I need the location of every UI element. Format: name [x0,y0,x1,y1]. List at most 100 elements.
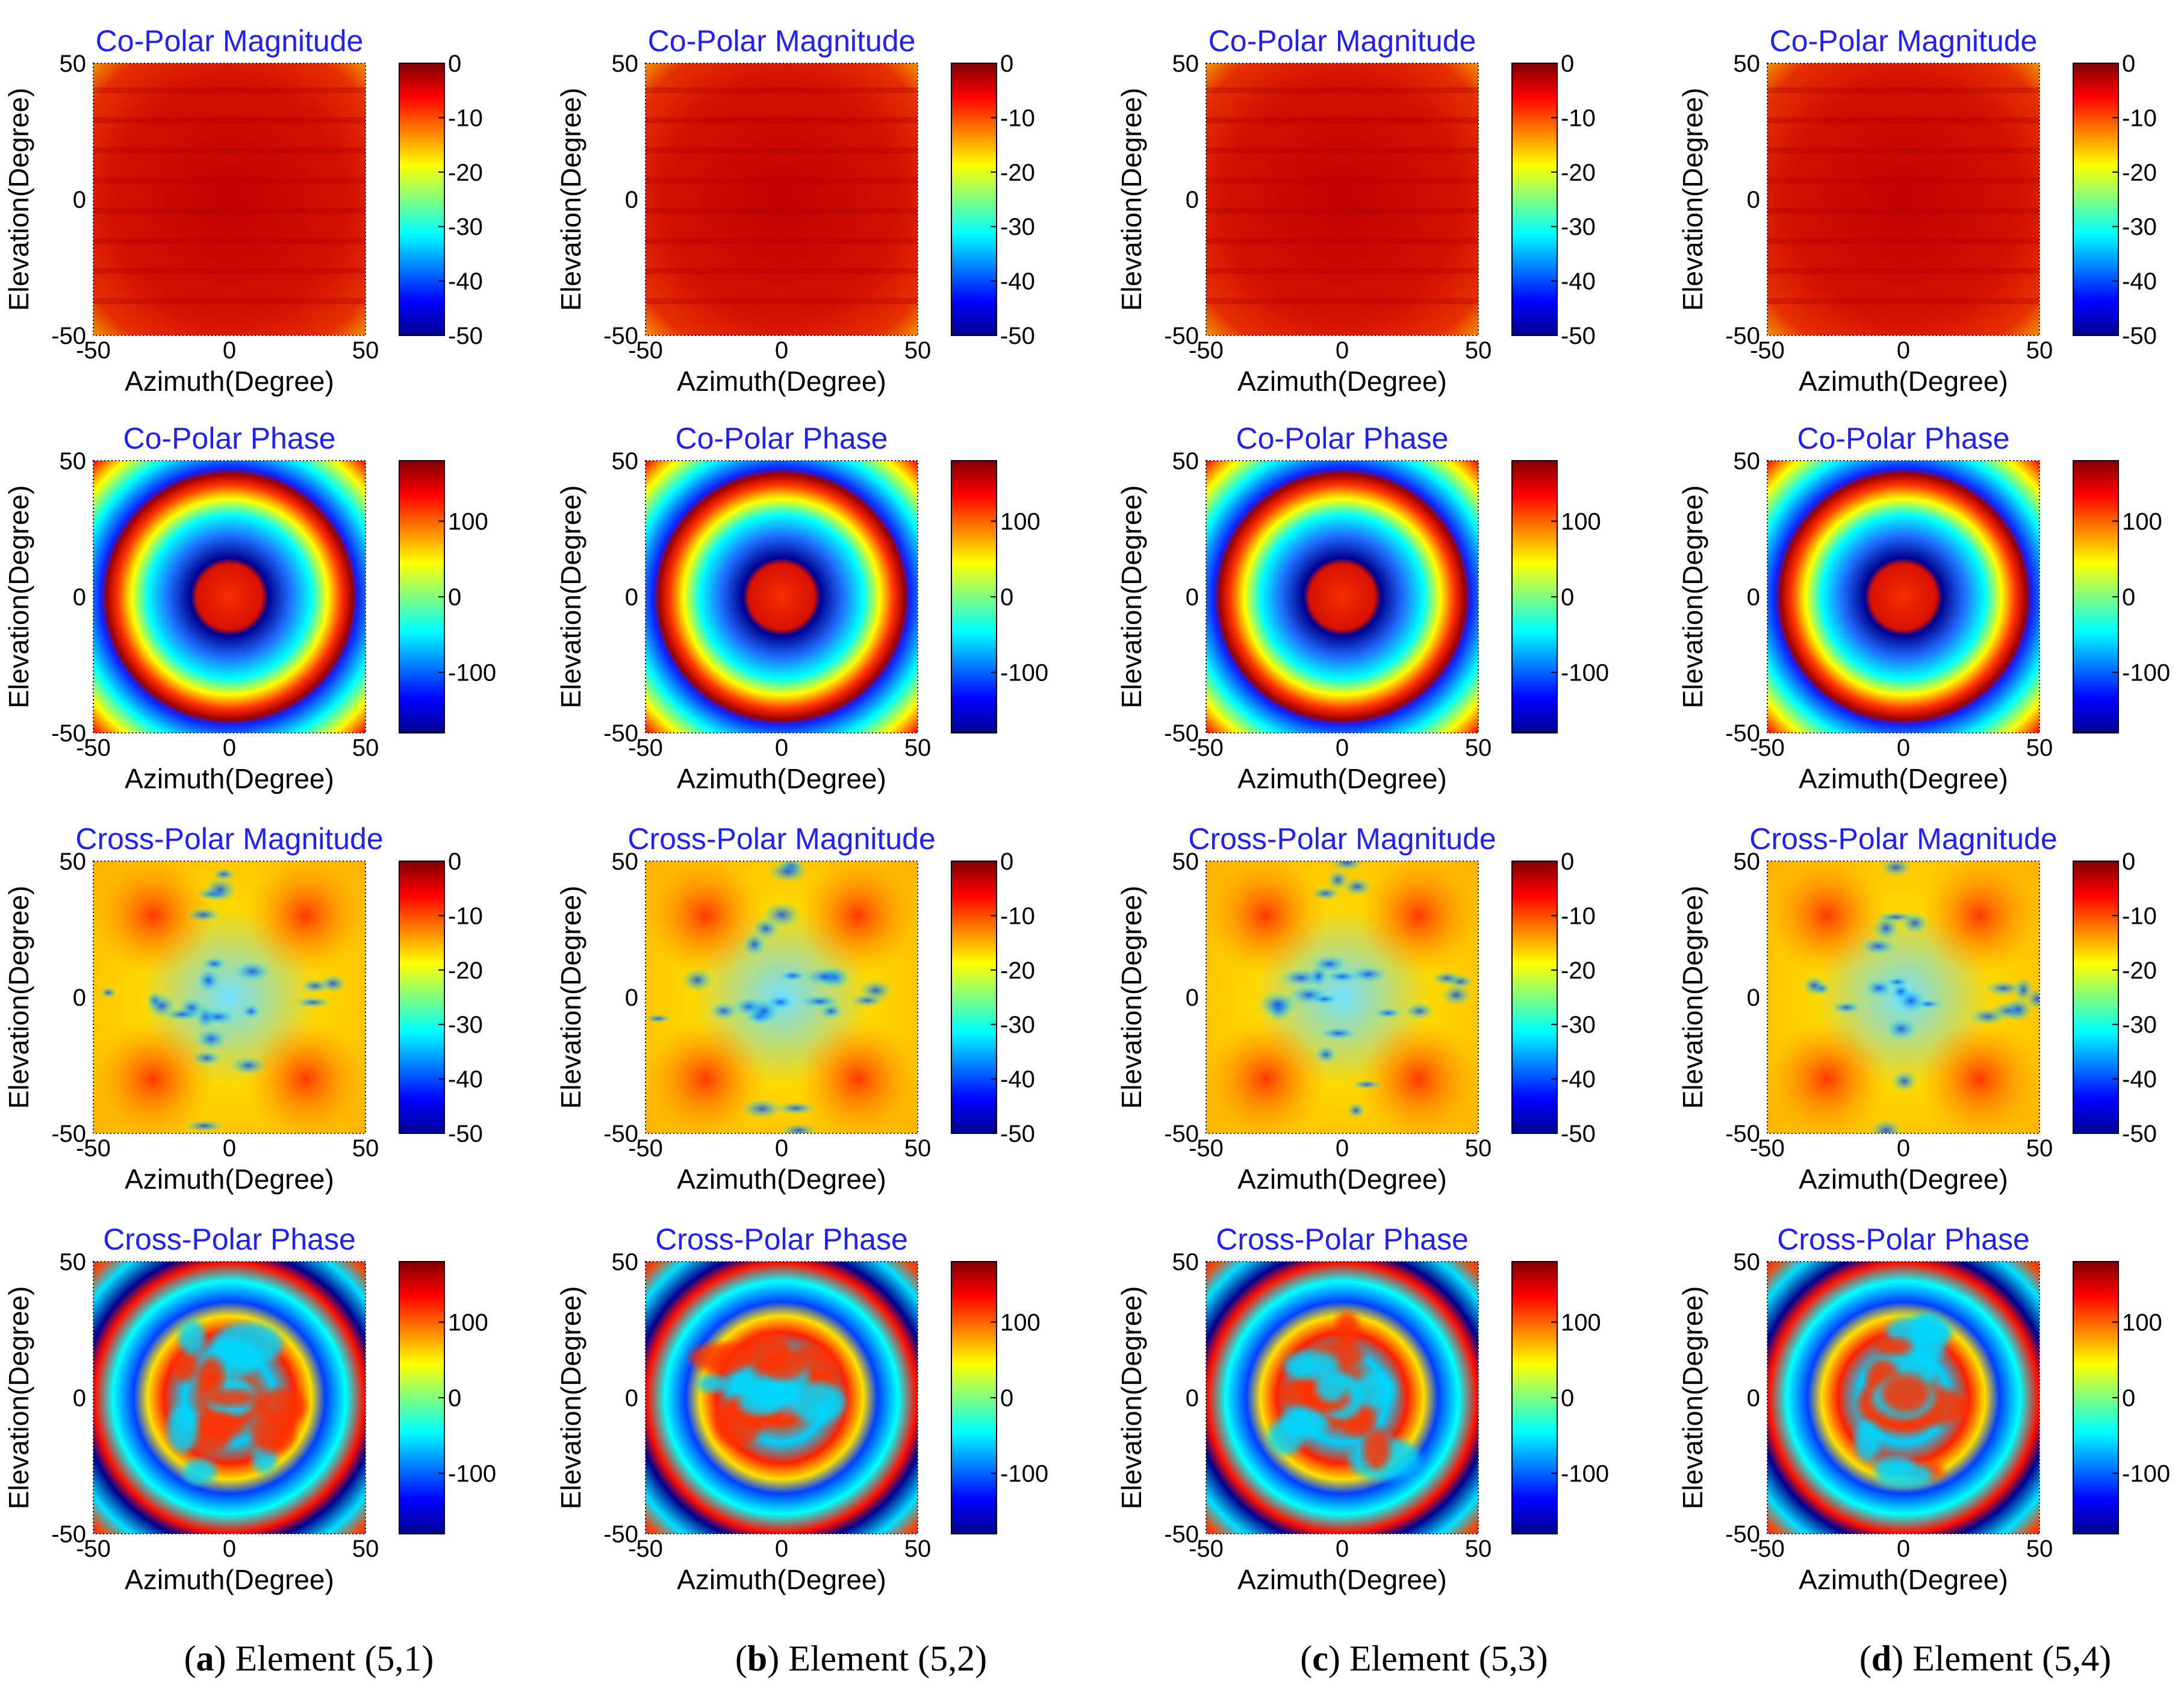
plot-frame [645,460,918,733]
y-tick-label: -50 [603,1521,638,1548]
null-spot [1890,982,1911,1001]
x-axis-label: Azimuth(Degree) [1237,763,1447,794]
ripple-band [93,298,366,304]
x-tick-label: -50 [1189,1536,1224,1562]
ripple-band [646,148,918,154]
heatmap-image [93,861,366,1133]
y-axis-label: Elevation(Degree) [555,886,586,1109]
null-spot [1342,877,1372,897]
plot-frame [1767,460,2040,733]
x-tick-label: 50 [1465,337,1492,364]
x-tick-label: -50 [628,1135,663,1162]
null-spot [1431,970,1463,986]
panel-r4-c3: Cross-Polar Phase -50 0 50 -50 0 50 Azimuth(Deg… [1116,1222,1609,1595]
x-tick-label: -50 [1750,1135,1785,1162]
panel-r2-c3: Co-Polar Phase -50 0 50 -50 0 50 Azimuth(Degree… [1116,422,1609,794]
heatmap-image [646,1262,918,1534]
colorbar-tick-label: 100 [448,1309,488,1336]
y-tick-label: 50 [1172,1249,1199,1275]
null-spot [1869,1119,1903,1133]
panel-r1-c2: Co-Polar Magnitude -50 0 50 -50 0 50 Azimuth(De… [555,24,1035,397]
y-tick-label: 0 [73,187,86,213]
colorbar-tick-label: 0 [1000,51,1013,77]
y-tick-label: -50 [1725,1521,1760,1548]
phase-blob [172,1351,199,1382]
null-spot [294,996,332,1009]
hot-lobe [93,1019,213,1133]
ripple-band [1767,268,2039,274]
x-tick-label: -50 [628,1536,663,1562]
colorbar-tick-label: -40 [448,1066,483,1093]
plot-frame [93,1261,366,1534]
panel-r2-c4: Co-Polar Phase -50 0 50 -50 0 50 Azimuth(Degree… [1677,422,2170,794]
heatmap-fill [646,63,918,335]
panel-title: Cross-Polar Phase [1777,1222,2030,1256]
colorbar-tick-label: -50 [1000,323,1035,349]
y-tick-label: -50 [1164,323,1199,349]
panel-title: Co-Polar Magnitude [1770,24,2038,58]
colorbar-tick-label: 0 [2122,51,2135,77]
y-tick-label: 50 [60,51,87,77]
null-spot [1310,886,1341,901]
heatmap-fill [1767,461,2039,733]
colorbar [951,1261,997,1534]
panel-r4-c4: Cross-Polar Phase -50 0 50 -50 0 50 Azimuth(Deg… [1677,1222,2170,1595]
colorbar-tick-label: -10 [448,105,483,131]
y-axis-label: Elevation(Degree) [3,485,34,709]
x-tick-label: 50 [2026,337,2053,364]
colorbar-tick-label: -20 [2122,160,2157,186]
null-spot [185,907,222,923]
phase-blob [759,1349,806,1380]
y-axis-label: Elevation(Degree) [1677,886,1708,1109]
y-tick-label: 50 [60,448,87,475]
hot-lobe [1767,1019,1887,1133]
panel-r1-c3: Co-Polar Magnitude -50 0 50 -50 0 50 Azimuth(De… [1116,24,1596,397]
x-tick-label: 0 [223,1536,236,1562]
null-spot [1257,991,1299,1018]
colorbar-tick-label: -10 [2122,105,2157,131]
null-spot [1831,1001,1862,1015]
caption-c: (c) Element (5,3) [1300,1639,1548,1678]
phase-blob [789,1382,845,1423]
y-tick-label: 0 [73,584,86,611]
x-tick-label: 50 [1465,735,1492,761]
y-tick-label: 0 [625,1385,638,1412]
phase-blob [178,1319,205,1354]
phase-blob [1874,1337,1912,1356]
colorbar-tick-label: 0 [2122,848,2135,875]
y-tick-label: 0 [73,1385,86,1412]
null-spot [767,861,809,883]
ripple-band [646,178,918,184]
y-tick-label: -50 [51,1121,86,1147]
x-axis-label: Azimuth(Degree) [1799,763,2008,794]
heatmap-fill [646,461,918,733]
x-tick-label: 0 [1336,337,1349,364]
x-tick-label: 0 [223,337,236,364]
ripple-band [1206,87,1478,93]
y-tick-label: -50 [1164,720,1199,747]
colorbar-tick-label: -50 [1000,1121,1035,1147]
y-tick-label: -50 [603,720,638,747]
ripple-band [1206,238,1478,244]
ripple-band [1206,178,1478,184]
plot-frame [645,63,918,336]
x-tick-label: 50 [904,1536,932,1562]
ripple-band [1767,238,2039,244]
null-spot [1329,861,1365,871]
y-axis-label: Elevation(Degree) [3,1286,34,1510]
y-tick-label: -50 [1725,720,1760,747]
colorbar-tick-label: -100 [448,660,496,687]
ripple-band [93,208,366,214]
colorbar-tick-label: -40 [448,269,483,295]
y-tick-label: 50 [1734,1249,1761,1275]
y-tick-label: -50 [1164,1121,1199,1147]
null-spot [646,1014,672,1024]
y-tick-label: 50 [1172,51,1199,77]
plot-frame [93,861,366,1134]
null-spot [779,970,807,982]
ripple-band [93,238,366,244]
hot-lobe [1358,861,1478,976]
phase-blob [1363,1429,1390,1470]
hot-lobe [646,861,765,976]
plot-frame [1767,63,2040,336]
